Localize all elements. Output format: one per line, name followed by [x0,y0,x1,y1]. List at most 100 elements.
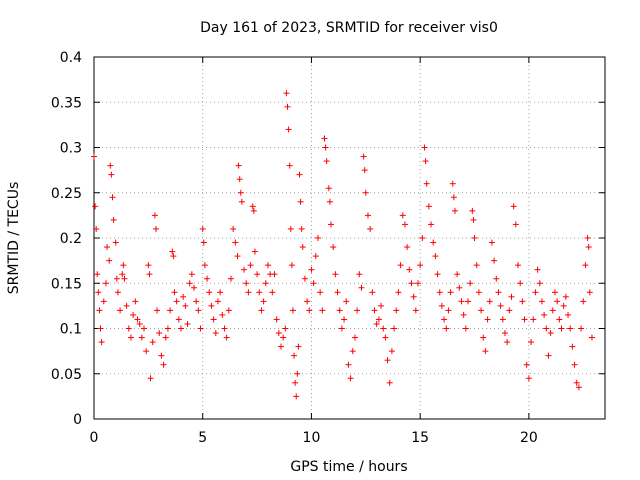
data-point [538,298,545,305]
data-point [170,253,177,260]
data-point [582,262,589,269]
data-point [104,244,111,251]
data-point [251,248,258,255]
data-point [338,325,345,332]
data-point [364,212,371,219]
data-point [130,311,137,318]
data-point [296,171,303,178]
data-point [573,379,580,386]
data-point [96,307,103,314]
data-point [273,316,280,323]
data-point [93,225,100,232]
data-point [575,384,582,391]
data-point [314,235,321,241]
data-point [210,316,217,323]
axis-ticks: 0 0.05 0.1 0.15 0.2 0.25 0.3 0.35 0.4 0 5 10 15 20 [51,50,605,446]
data-point [378,302,385,309]
data-point [262,280,269,287]
data-point [349,348,356,355]
data-point [186,280,193,287]
data-point [230,225,237,232]
data-point [238,198,245,205]
data-point [556,316,563,323]
data-point [288,262,295,269]
data-point [410,293,417,300]
data-point [199,225,206,232]
data-point [560,302,567,309]
data-point [113,275,120,282]
data-point [460,311,467,318]
data-point [206,289,213,296]
data-point [530,316,537,323]
data-point [121,275,128,282]
data-point [284,103,291,110]
data-point [536,280,543,287]
data-point [125,325,132,332]
data-point [193,298,200,305]
data-point [499,316,506,323]
data-point [292,379,299,386]
y-tick-label: 0.25 [51,186,82,202]
data-point [317,289,324,296]
data-point [580,298,587,305]
y-tick-label: 0.4 [60,50,82,66]
data-point [436,289,443,296]
data-point [152,225,159,232]
data-point [158,352,165,359]
data-point [430,239,437,246]
data-point [325,185,332,192]
data-point [134,316,141,323]
data-point [510,203,517,210]
y-tick-label: 0.15 [51,276,82,292]
data-point [356,271,363,278]
data-point [232,239,239,246]
y-tick-label: 0.35 [51,95,82,111]
data-point [467,280,474,287]
data-point [384,357,391,364]
data-point [388,348,395,355]
data-point [95,289,102,296]
x-tick-label: 5 [198,430,207,446]
data-point [154,307,161,314]
data-point [195,307,202,314]
data-point [438,302,445,309]
data-point [586,289,593,296]
data-point [578,325,585,332]
data-point [497,302,504,309]
data-point [294,370,301,377]
data-point [347,375,354,382]
data-point [449,180,456,187]
data-point [319,307,326,314]
data-point [417,262,424,269]
data-point [484,316,491,323]
data-point [200,239,207,246]
data-point [219,311,226,318]
data-point [282,325,289,332]
data-point [243,280,250,287]
data-point [506,307,513,314]
data-point [432,253,439,260]
data-point [293,393,300,400]
data-point [358,284,365,291]
data-point [386,379,393,386]
data-point [345,361,352,368]
data-point [250,207,257,214]
data-point [517,280,524,287]
data-point [107,162,114,169]
data-point [109,194,116,201]
data-point [295,343,302,350]
data-point [221,325,228,332]
chart-title: Day 161 of 2023, SRMTID for receiver vis… [200,20,498,36]
data-point [237,189,244,196]
data-point [98,339,105,346]
data-point [197,325,204,332]
data-point [521,316,528,323]
data-point [465,298,472,305]
data-point [298,225,305,232]
data-point [567,325,574,332]
data-point [328,221,335,228]
y-tick-label: 0.05 [51,367,82,383]
data-point [94,271,101,278]
data-point [312,253,319,260]
